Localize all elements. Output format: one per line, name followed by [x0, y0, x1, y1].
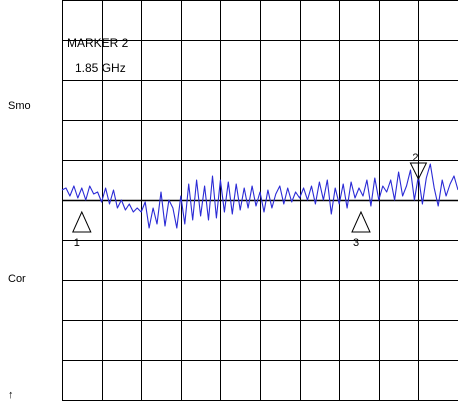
marker-3[interactable]: 3	[351, 210, 371, 249]
marker-triangle-icon	[351, 210, 371, 233]
marker-2[interactable]: 2	[409, 152, 428, 181]
spectrum-trace-group	[61, 163, 458, 229]
marker-readout-title: MARKER 2	[67, 36, 129, 50]
marker-number-label: 1	[74, 237, 80, 249]
arrow-icon: ↑	[8, 389, 14, 401]
graticule-grid	[62, 0, 458, 401]
smo-label: Smo	[8, 100, 31, 112]
marker-number-label: 2	[412, 152, 418, 164]
cor-label: Cor	[8, 273, 26, 285]
marker-number-label: 3	[353, 237, 359, 249]
spectrum-trace	[61, 163, 458, 229]
marker-readout: MARKER 2 1.85 GHz	[67, 36, 129, 75]
marker-group: 1 2 3	[72, 152, 428, 249]
marker-readout-value: 1.85 GHz	[75, 61, 126, 75]
marker-triangle-icon	[72, 210, 92, 233]
marker-1[interactable]: 1	[72, 210, 92, 249]
